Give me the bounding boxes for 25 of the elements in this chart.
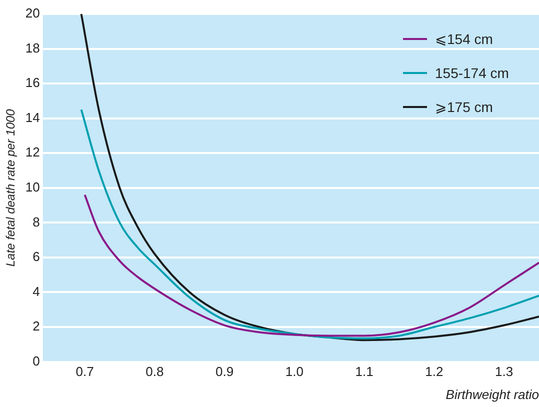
x-tick-label: 0.8 xyxy=(146,364,164,380)
y-tick-label: 20 xyxy=(25,6,40,21)
x-axis-title: Birthweight ratio xyxy=(446,386,539,402)
y-tick-label: 16 xyxy=(25,75,40,90)
y-tick-label: 12 xyxy=(25,144,40,160)
y-tick-label: 10 xyxy=(25,179,40,194)
y-tick-label: 14 xyxy=(25,110,40,125)
y-tick-label: 18 xyxy=(25,40,40,56)
x-tick-label: 1.1 xyxy=(355,364,374,380)
y-tick-label: 6 xyxy=(32,249,40,264)
x-tick-label: 1.0 xyxy=(285,364,304,380)
line-series xyxy=(80,14,539,342)
x-tick-label: 1.2 xyxy=(425,364,444,380)
legend-label: 155-174 cm xyxy=(435,65,509,81)
y-tick-label: 2 xyxy=(32,318,40,334)
line-series xyxy=(84,194,539,337)
y-tick-label: 8 xyxy=(32,214,40,230)
y-tick-label: 4 xyxy=(32,284,40,299)
x-tick-label: 1.3 xyxy=(495,364,514,380)
x-tick-label: 0.7 xyxy=(76,364,94,380)
legend-label: ⩽154 cm xyxy=(435,31,493,47)
y-axis-title: Late fetal death rate per 1000 xyxy=(4,108,18,267)
legend-label: ⩾175 cm xyxy=(435,99,493,115)
y-tick-label: 0 xyxy=(32,353,40,368)
x-tick-label: 0.9 xyxy=(216,364,234,380)
